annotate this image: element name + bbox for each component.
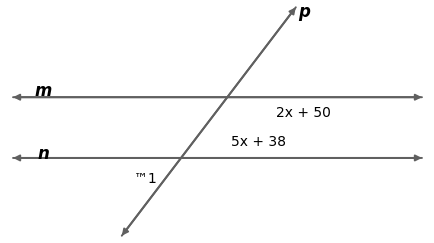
Text: 2x + 50: 2x + 50 (276, 106, 330, 120)
Text: p: p (297, 3, 309, 21)
Text: n: n (37, 145, 49, 163)
Text: m: m (35, 82, 52, 100)
Text: 5x + 38: 5x + 38 (230, 135, 285, 149)
Text: ™1: ™1 (134, 172, 157, 186)
